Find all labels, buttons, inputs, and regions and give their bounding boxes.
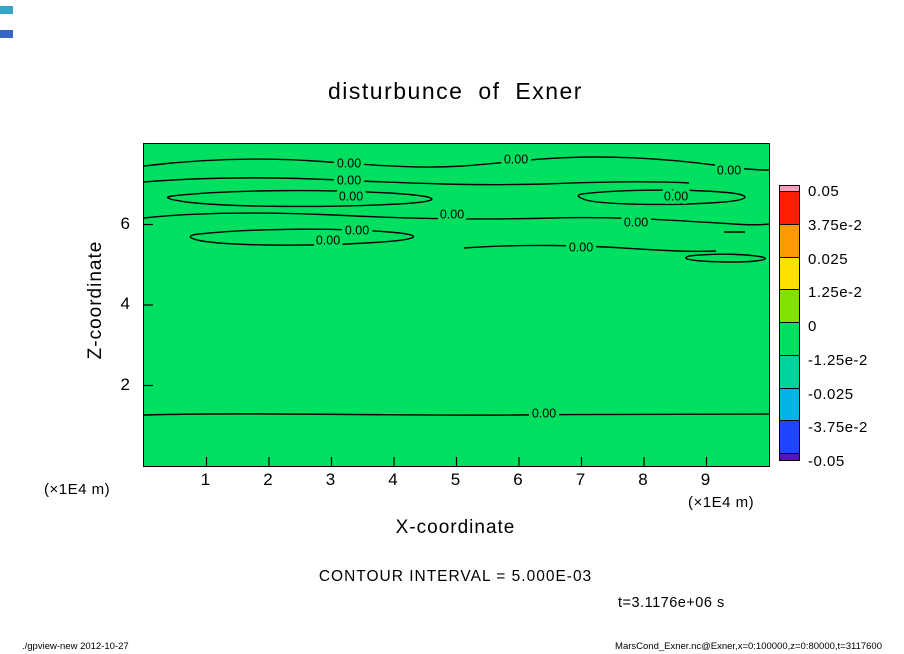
x-axis-unit: (×1E4 m) [688, 494, 755, 511]
colorbar-tick-label: -1.25e-2 [808, 351, 868, 369]
contour-label: 0.00 [345, 223, 369, 237]
contour-line [577, 189, 746, 206]
y-tick-label: 2 [120, 374, 130, 394]
contour-plot: 0.00 0.00 0.00 0.00 0.00 0.00 0.00 0.00 0.00 0.00… [144, 149, 769, 466]
colorbar-cell [779, 256, 800, 291]
window-artifact-icon [0, 6, 13, 14]
x-tick-label: 7 [575, 470, 586, 489]
colorbar-cell [779, 289, 800, 323]
x-tick-label: 1 [200, 470, 211, 489]
contour-label: 0.00 [337, 156, 361, 170]
colorbar-cell [779, 223, 800, 258]
colorbar-cell [779, 354, 800, 389]
contour-line [144, 177, 690, 186]
colorbar-tick-label: 0.025 [808, 250, 849, 268]
contour-label: 0.00 [624, 215, 648, 229]
chart-title: disturbunce of Exner [328, 78, 583, 104]
colorbar-tick-label: 3.75e-2 [808, 216, 863, 234]
contour-label: 0.00 [664, 189, 688, 203]
y-tick-label: 6 [120, 213, 130, 233]
plot-area: 0.00 0.00 0.00 0.00 0.00 0.00 0.00 0.00 0.00 0.00… [143, 143, 770, 467]
contour-label: 0.00 [717, 163, 741, 177]
contour-label: 0.00 [440, 207, 464, 221]
footer-source-text: MarsCond_Exner.nc@Exner,x=0:100000,z=0:8… [615, 641, 882, 652]
colorbar-tick-label: 1.25e-2 [808, 284, 863, 302]
y-axis-label: Z-coordinate [85, 240, 106, 360]
contour-line [144, 156, 769, 171]
contour-label: 0.00 [337, 173, 361, 187]
contour-interval-text: CONTOUR INTERVAL = 5.000E-03 [318, 568, 593, 585]
x-tick-label: 9 [700, 470, 711, 489]
contour-line [144, 212, 769, 226]
colorbar-cell [779, 387, 800, 422]
contour-line [463, 244, 717, 253]
contour-label: 0.00 [339, 189, 363, 203]
y-axis-unit: (×1E4 m) [44, 481, 111, 498]
contour-line [685, 253, 767, 263]
colorbar-tick-label: -3.75e-2 [808, 419, 868, 437]
colorbar-cell [779, 453, 800, 461]
x-tick-label: 5 [450, 470, 461, 489]
contour-label: 0.00 [504, 152, 528, 166]
time-stamp: t=3.1176e+06 s [618, 595, 725, 611]
contour-line [144, 413, 769, 416]
x-tick-label: 8 [638, 470, 648, 489]
x-tick-label: 3 [325, 470, 336, 489]
x-tick-label: 6 [513, 470, 523, 489]
colorbar [779, 185, 800, 461]
colorbar-cell [779, 420, 800, 454]
colorbar-tick-label: 0.05 [808, 183, 840, 200]
colorbar-tick-label: 0 [808, 318, 817, 335]
window-artifact-icon [0, 30, 13, 38]
colorbar-cell [779, 322, 800, 356]
x-tick-label: 4 [388, 470, 398, 489]
x-tick-label: 2 [263, 470, 273, 489]
colorbar-tick-label: -0.025 [808, 385, 854, 403]
contour-label: 0.00 [569, 240, 593, 254]
contour-label: 0.00 [532, 406, 556, 420]
footer-command-text: ./gpview-new 2012-10-27 [22, 641, 129, 652]
contour-line [166, 189, 433, 208]
contour-label: 0.00 [316, 233, 340, 247]
colorbar-cell [779, 191, 800, 225]
x-axis-label: X-coordinate [395, 517, 516, 538]
colorbar-tick-label: -0.05 [808, 453, 845, 470]
contour-line [189, 228, 415, 246]
